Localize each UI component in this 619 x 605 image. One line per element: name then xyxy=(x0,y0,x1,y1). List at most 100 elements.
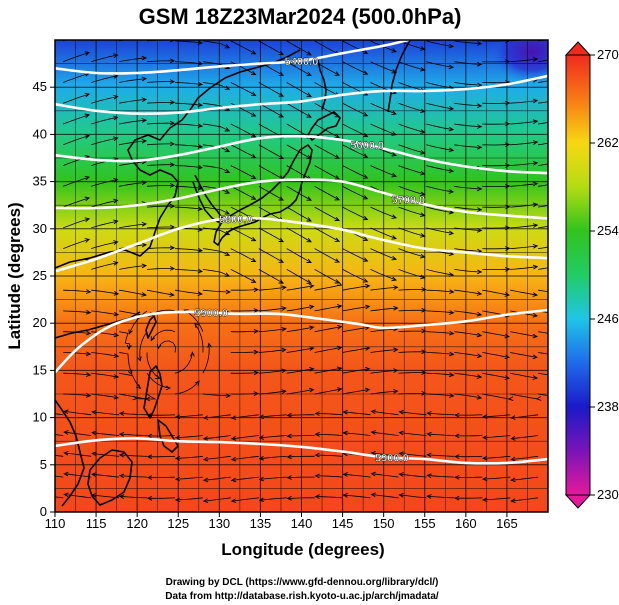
streamline-segment xyxy=(510,393,538,400)
streamline-arrowhead xyxy=(532,264,539,270)
streamline-arrowhead xyxy=(334,133,341,139)
streamline-arrowhead xyxy=(146,454,153,460)
coast-taiwan xyxy=(145,315,157,339)
streamline-segment xyxy=(175,497,203,501)
streamline-segment xyxy=(538,59,548,63)
streamline-segment xyxy=(398,227,425,237)
streamline-segment xyxy=(202,343,210,374)
streamline-arrowhead xyxy=(202,477,209,483)
streamline-arrowhead xyxy=(532,333,539,339)
streamline-arrowhead xyxy=(477,269,483,275)
streamline-arrowhead xyxy=(85,289,92,294)
streamline-segment xyxy=(231,455,259,460)
contour-line xyxy=(55,134,548,175)
streamline-segment xyxy=(286,61,312,76)
streamline-segment xyxy=(286,82,312,97)
streamline-segment xyxy=(174,206,203,210)
streamline-segment xyxy=(454,352,482,357)
contour-line xyxy=(55,308,548,374)
streamline-segment xyxy=(146,268,175,270)
streamline-segment xyxy=(510,352,538,358)
streamline-segment xyxy=(398,289,426,291)
streamline-arrowhead xyxy=(391,152,397,157)
streamline-segment xyxy=(538,331,548,334)
streamline-arrowhead xyxy=(426,431,432,437)
streamline-arrowhead xyxy=(532,243,539,249)
streamline-arrowhead xyxy=(194,380,200,386)
colorbar-tick-label: 262 xyxy=(597,135,619,150)
streamline-arrowhead xyxy=(258,455,265,461)
streamline-arrowhead xyxy=(532,57,539,62)
streamline-arrowhead xyxy=(561,292,565,296)
streamline-segment xyxy=(119,393,146,400)
streamline-segment xyxy=(64,494,92,499)
streamline-segment xyxy=(174,248,203,252)
x-tick-label: 145 xyxy=(332,516,354,531)
streamline-arrowhead xyxy=(448,168,455,174)
streamline-arrowhead xyxy=(278,113,285,118)
streamline-segment xyxy=(538,225,548,229)
streamline-arrowhead xyxy=(197,206,204,212)
streamline-arrowhead xyxy=(398,472,404,477)
streamline-segment xyxy=(315,496,343,499)
streamline-segment xyxy=(91,200,118,208)
streamline-segment xyxy=(399,452,427,457)
streamline-arrowhead xyxy=(561,56,565,60)
streamline-segment xyxy=(314,40,340,55)
streamline-segment xyxy=(482,123,510,125)
contour-label: 5900.0 xyxy=(194,308,228,320)
streamline-arrowhead xyxy=(561,222,565,226)
streamline-segment xyxy=(175,414,203,418)
streamline-segment xyxy=(286,227,312,243)
y-axis-ticks: 0 5 10 15 20 25 30 35 40 45 xyxy=(33,79,55,519)
streamline-arrowhead xyxy=(63,471,69,477)
streamline-arrowhead xyxy=(309,387,315,393)
x-tick-label: 150 xyxy=(373,516,395,531)
streamline-segment xyxy=(146,226,175,229)
streamline-arrowhead xyxy=(224,44,231,49)
streamline-arrowhead xyxy=(36,493,40,497)
streamline-arrowhead xyxy=(362,257,369,262)
streamline-arrowhead xyxy=(251,50,257,55)
streamline-arrowhead xyxy=(477,144,483,150)
streamline-arrowhead xyxy=(448,209,455,215)
streamline-segment xyxy=(259,476,287,480)
streamline-arrowhead xyxy=(477,41,483,46)
streamline-segment xyxy=(203,435,231,440)
streamline-segment xyxy=(258,286,286,291)
streamline-arrowhead xyxy=(561,243,565,247)
streamline-segment xyxy=(91,220,118,229)
y-tick-label: 40 xyxy=(33,126,47,141)
streamline-segment xyxy=(286,206,312,222)
streamline-segment xyxy=(230,165,256,179)
streamline-arrowhead xyxy=(146,433,153,439)
streamline-arrowhead xyxy=(169,266,176,271)
streamline-arrowhead xyxy=(202,498,209,504)
streamline-arrowhead xyxy=(336,387,343,392)
streamline-arrowhead xyxy=(136,356,142,362)
streamline-segment xyxy=(230,351,258,353)
contour-label: 5900.0 xyxy=(375,453,409,465)
streamline-segment xyxy=(63,93,90,104)
streamline-segment xyxy=(146,81,175,83)
streamline-arrowhead xyxy=(476,291,483,296)
streamline-arrowhead xyxy=(398,492,404,498)
streamline-arrowhead xyxy=(165,385,171,391)
streamline-segment xyxy=(91,54,118,63)
streamline-arrowhead xyxy=(306,196,312,201)
streamline-arrowhead xyxy=(126,344,132,351)
x-axis-ticks: 110 115 120 125 130 135 140 145 150 155 160 165 xyxy=(45,512,518,531)
colorbar-tick-label: 270 xyxy=(597,47,619,62)
streamline-segment xyxy=(482,227,510,229)
streamline-arrowhead xyxy=(477,82,483,88)
streamline-arrowhead xyxy=(561,97,565,101)
streamline-segment xyxy=(119,119,147,125)
streamline-arrowhead xyxy=(306,237,312,243)
streamline-arrowhead xyxy=(421,307,427,313)
streamline-segment xyxy=(146,60,175,63)
streamline-segment xyxy=(55,496,64,499)
streamline-segment xyxy=(202,269,230,277)
streamline-segment xyxy=(55,413,64,416)
streamline-arrowhead xyxy=(253,349,259,355)
